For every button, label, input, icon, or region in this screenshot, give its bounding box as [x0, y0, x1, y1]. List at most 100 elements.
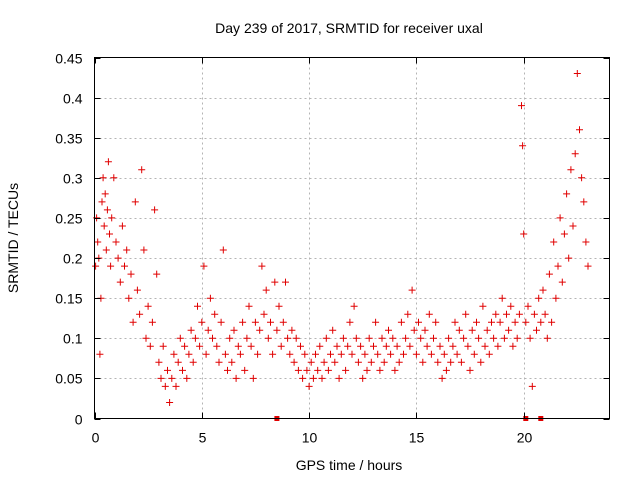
- data-point: [402, 334, 410, 342]
- data-point: [365, 334, 373, 342]
- data-point: [194, 302, 201, 310]
- data-point: [455, 326, 463, 334]
- data-point: [417, 334, 425, 342]
- data-point: [530, 310, 538, 318]
- data-point: [427, 350, 435, 358]
- data-point: [200, 262, 208, 270]
- data-point: [419, 358, 427, 366]
- data-point: [565, 254, 573, 262]
- data-point: [204, 326, 212, 334]
- data-point: [219, 246, 227, 254]
- data-point: [123, 246, 131, 254]
- data-point: [316, 342, 324, 350]
- data-point: [230, 326, 238, 334]
- data-point: [181, 342, 189, 350]
- data-point: [174, 358, 182, 366]
- data-point: [166, 399, 174, 406]
- data-point: [320, 358, 328, 366]
- data-point: [357, 342, 365, 350]
- data-point: [447, 358, 455, 366]
- data-point: [425, 310, 433, 318]
- data-point: [451, 318, 459, 326]
- data-point: [198, 318, 206, 326]
- data-point: [573, 70, 581, 77]
- data-point: [584, 262, 592, 270]
- data-point: [262, 286, 270, 294]
- data-point: [569, 222, 577, 230]
- data-point: [466, 366, 474, 374]
- data-point: [500, 334, 508, 342]
- data-point: [374, 350, 382, 358]
- data-point: [363, 366, 371, 374]
- data-point: [335, 374, 343, 382]
- data-point: [477, 358, 485, 366]
- data-point: [196, 342, 204, 350]
- data-point: [580, 198, 588, 206]
- data-point: [202, 350, 210, 358]
- data-point: [520, 230, 528, 238]
- data-point: [537, 318, 545, 326]
- data-point: [247, 342, 255, 350]
- data-point: [183, 374, 191, 382]
- data-point: [209, 334, 216, 342]
- data-point: [367, 358, 375, 366]
- data-point: [258, 262, 266, 270]
- data-point: [297, 342, 304, 350]
- x-tick-label: 15: [409, 430, 425, 446]
- data-point: [554, 262, 562, 270]
- data-point: [131, 198, 139, 206]
- data-point: [155, 358, 163, 366]
- data-point: [324, 366, 332, 374]
- data-point: [522, 318, 530, 326]
- data-point: [457, 358, 465, 366]
- data-point: [481, 342, 489, 350]
- data-point: [176, 334, 184, 342]
- data-point: [582, 238, 590, 246]
- data-point: [100, 222, 108, 230]
- y-tick-label: 0.05: [55, 371, 82, 387]
- y-tick-label: 0.25: [55, 211, 82, 227]
- data-point: [359, 374, 367, 382]
- data-point: [563, 190, 571, 198]
- data-point: [488, 318, 495, 326]
- data-point: [226, 334, 234, 342]
- axes: 0 0.05 0.1 0.15 0.2 0.25 0.3 0.35 0.4 0.45 0 5 10 15 2…: [55, 51, 610, 446]
- data-point: [473, 318, 480, 326]
- data-point: [309, 374, 317, 382]
- data-point: [107, 262, 115, 270]
- data-point: [430, 334, 437, 342]
- data-point: [475, 334, 483, 342]
- y-tick-label: 0.1: [63, 331, 83, 347]
- data-point: [385, 326, 392, 334]
- data-point: [395, 358, 403, 366]
- data-point: [440, 350, 448, 358]
- data-point: [507, 302, 515, 310]
- data-point: [404, 310, 412, 318]
- data-point: [442, 366, 450, 374]
- data-point: [279, 318, 287, 326]
- data-point: [361, 350, 369, 358]
- y-tick-label: 0.45: [55, 51, 82, 67]
- data-point: [445, 334, 453, 342]
- x-tick-label: 5: [199, 430, 207, 446]
- data-point: [294, 366, 302, 374]
- data-point: [339, 334, 347, 342]
- data-point: [282, 278, 289, 286]
- data-point: [322, 334, 330, 342]
- data-point: [410, 326, 418, 334]
- data-point: [140, 246, 148, 254]
- data-point: [153, 270, 161, 278]
- data-point: [144, 302, 152, 310]
- data-points: [92, 70, 592, 421]
- data-point: [348, 350, 356, 358]
- data-point: [213, 342, 221, 350]
- data-point: [221, 350, 229, 358]
- data-point: [286, 350, 294, 358]
- grid: [94, 57, 610, 419]
- data-point: [271, 278, 279, 286]
- data-point: [535, 294, 543, 302]
- data-point: [490, 334, 498, 342]
- data-point: [518, 102, 525, 110]
- data-point: [397, 318, 405, 326]
- data-point: [234, 342, 242, 350]
